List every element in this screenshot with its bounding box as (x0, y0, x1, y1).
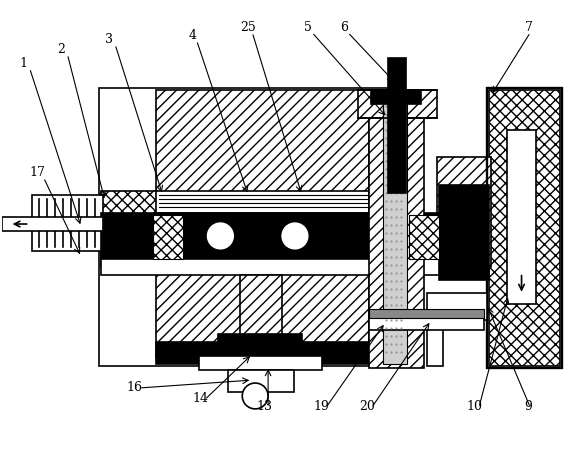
Text: 5: 5 (304, 20, 312, 34)
Circle shape (243, 383, 268, 409)
Bar (427, 293, 487, 321)
Text: 7: 7 (525, 20, 532, 34)
Bar (32, 196, 103, 251)
Bar (101, 259, 439, 275)
Bar (369, 309, 484, 319)
Text: 14: 14 (193, 392, 208, 404)
Text: 25: 25 (240, 20, 256, 34)
Bar (2, 217, 103, 232)
Bar (437, 158, 491, 267)
Bar (240, 275, 282, 354)
Bar (357, 91, 437, 118)
Bar (369, 319, 484, 331)
Text: 17: 17 (30, 166, 45, 178)
Bar (199, 356, 321, 370)
Bar (371, 91, 421, 105)
Text: 16: 16 (127, 379, 143, 393)
Bar (228, 370, 294, 392)
Bar (389, 59, 406, 194)
Text: 19: 19 (314, 399, 329, 413)
Circle shape (207, 223, 233, 249)
Bar (156, 192, 369, 213)
Bar (409, 216, 439, 259)
Bar (153, 216, 183, 259)
Bar (99, 89, 391, 366)
Text: 9: 9 (525, 399, 532, 413)
Text: 4: 4 (189, 29, 197, 41)
Bar (383, 101, 407, 364)
Bar (219, 334, 302, 356)
Text: 1: 1 (20, 56, 28, 69)
Bar (156, 91, 369, 359)
Bar (369, 91, 424, 369)
Bar (488, 91, 560, 366)
Text: 3: 3 (105, 33, 113, 46)
Bar (439, 186, 488, 280)
Text: 13: 13 (256, 399, 272, 413)
Text: 6: 6 (340, 20, 348, 34)
Bar (101, 192, 157, 267)
Circle shape (282, 223, 308, 249)
Bar (507, 130, 536, 304)
Bar (156, 343, 369, 364)
Text: 20: 20 (360, 399, 375, 413)
Text: 10: 10 (467, 399, 483, 413)
Bar (487, 89, 562, 369)
Text: 2: 2 (57, 42, 65, 56)
Bar (427, 321, 443, 366)
Bar (101, 213, 439, 259)
